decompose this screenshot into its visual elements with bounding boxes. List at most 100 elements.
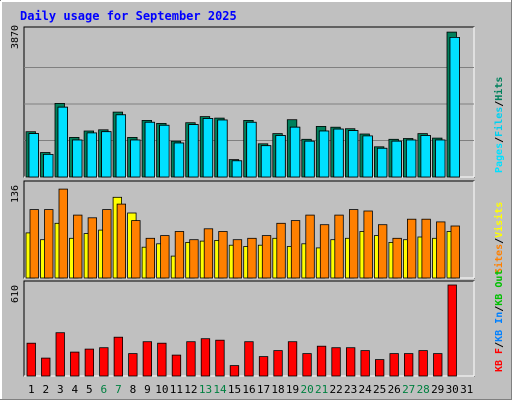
bar-sites-day-29 xyxy=(436,221,446,279)
bar-sites-day-7 xyxy=(116,203,126,279)
bar-pages-day-15 xyxy=(231,160,243,178)
bar-pages-day-21 xyxy=(318,130,330,178)
x-tick-label-day-19: 19 xyxy=(286,383,299,396)
chart-panels: 3870Pages/Files/Hits136Sites/Visits610KB… xyxy=(10,25,505,377)
bar-sites-day-1 xyxy=(29,209,39,279)
x-tick-label-day-16: 16 xyxy=(242,383,255,396)
x-tick-label-day-20: 20 xyxy=(300,383,313,396)
x-tick-label-day-9: 9 xyxy=(144,383,151,396)
bar-pages-day-25 xyxy=(376,147,388,178)
bar-sites-day-6 xyxy=(102,209,112,279)
x-tick-label-day-24: 24 xyxy=(358,383,372,396)
x-tick-label-day-2: 2 xyxy=(42,383,49,396)
bar-sites-day-12 xyxy=(189,239,199,279)
bar-sites-day-19 xyxy=(290,220,301,279)
bar-kb-f-day-18 xyxy=(273,350,283,377)
panel-kbytes: 610 KB F/KB In/KB Out xyxy=(10,270,505,377)
legend-entry: Sites xyxy=(493,244,505,274)
bar-sites-day-17 xyxy=(261,235,272,279)
bar-kb-f-day-20 xyxy=(302,353,312,377)
bar-sites-day-22 xyxy=(334,214,344,279)
bar-pages-day-24 xyxy=(362,135,373,178)
bar-kb-f-day-9 xyxy=(142,341,153,377)
bar-sites-day-25 xyxy=(377,224,388,279)
bar-sites-day-4 xyxy=(73,214,83,279)
bar-pages-day-30 xyxy=(449,37,460,178)
bar-kb-f-day-2 xyxy=(41,357,51,377)
bar-sites-day-23 xyxy=(348,209,359,279)
bar-pages-day-6 xyxy=(101,131,112,178)
legend-entry: KB Out xyxy=(494,270,505,306)
x-tick-label-day-3: 3 xyxy=(57,383,64,396)
bar-kb-f-day-1 xyxy=(26,342,36,377)
legend-entry: Hits xyxy=(493,77,505,101)
bar-kb-f-day-4 xyxy=(70,351,80,377)
bar-sites-day-3 xyxy=(58,188,68,279)
chart-title: Daily usage for September 2025 xyxy=(20,9,237,23)
bar-pages-day-22 xyxy=(333,128,344,178)
y-max-label: 3870 xyxy=(10,25,21,49)
panel-hits-files-pages: 3870 Pages/Files/Hits xyxy=(10,25,505,178)
bar-kb-f-day-3 xyxy=(55,332,65,377)
bar-kb-f-day-17 xyxy=(258,356,269,377)
bar-sites-day-9 xyxy=(145,237,156,279)
bar-pages-day-3 xyxy=(57,106,68,178)
bar-kb-f-day-12 xyxy=(186,341,196,377)
x-tick-label-day-12: 12 xyxy=(184,383,197,396)
bar-pages-day-29 xyxy=(435,139,446,178)
bar-pages-day-16 xyxy=(246,121,257,178)
bar-pages-day-26 xyxy=(391,140,402,178)
bar-sites-day-24 xyxy=(363,210,373,279)
x-tick-label-day-14: 14 xyxy=(213,383,227,396)
x-tick-label-day-17: 17 xyxy=(257,383,270,396)
legend-entry: Visits xyxy=(493,202,505,238)
legend-sites-visits: Sites/Visits xyxy=(493,202,505,274)
legend-entry: / xyxy=(494,342,505,348)
x-tick-label-day-8: 8 xyxy=(130,383,137,396)
bar-sites-day-27 xyxy=(406,218,417,279)
bar-sites-day-2 xyxy=(44,209,54,279)
bar-kb-f-day-21 xyxy=(316,345,327,377)
y-max-label: 610 xyxy=(10,285,21,303)
legend-kbytes: KB F/KB In/KB Out xyxy=(494,270,505,372)
bar-pages-day-5 xyxy=(86,132,97,178)
bar-sites-day-20 xyxy=(305,214,315,279)
bar-kb-f-day-29 xyxy=(433,353,443,377)
bar-pages-day-4 xyxy=(72,139,83,178)
bar-kb-f-day-26 xyxy=(389,353,399,377)
bar-sites-day-14 xyxy=(218,231,228,279)
x-tick-label-day-29: 29 xyxy=(431,383,444,396)
bar-kb-f-day-19 xyxy=(287,341,298,377)
x-tick-label-day-21: 21 xyxy=(315,383,328,396)
bar-kb-f-day-6 xyxy=(99,347,109,377)
bar-sites-day-21 xyxy=(319,224,330,279)
x-tick-label-day-28: 28 xyxy=(417,383,430,396)
bar-kb-f-day-28 xyxy=(418,350,428,377)
legend-entry: Files xyxy=(493,107,505,137)
bar-kb-f-day-7 xyxy=(113,336,123,377)
bar-sites-day-18 xyxy=(276,222,286,279)
legend-entry: / xyxy=(494,238,505,244)
x-tick-label-day-18: 18 xyxy=(271,383,284,396)
bar-sites-day-13 xyxy=(203,228,214,279)
bar-sites-day-16 xyxy=(247,237,257,279)
bar-kb-f-day-30 xyxy=(447,284,457,377)
bar-pages-day-18 xyxy=(275,135,286,178)
bar-pages-day-12 xyxy=(188,124,199,178)
bar-pages-day-11 xyxy=(173,142,185,178)
bar-pages-day-27 xyxy=(405,139,417,178)
bar-kb-f-day-16 xyxy=(244,341,254,377)
x-tick-label-day-13: 13 xyxy=(199,383,212,396)
bar-sites-day-5 xyxy=(87,217,97,279)
x-tick-label-day-1: 1 xyxy=(28,383,35,396)
bar-kb-f-day-27 xyxy=(403,353,414,377)
legend-hits-files-pages: Pages/Files/Hits xyxy=(493,77,505,173)
bar-pages-day-14 xyxy=(217,119,228,178)
x-tick-label-day-4: 4 xyxy=(71,383,78,396)
y-max-label: 136 xyxy=(10,185,21,203)
legend-entry: KB In xyxy=(494,312,505,342)
legend-entry: / xyxy=(494,306,505,312)
panel-sites-visits: 136 Sites/Visits xyxy=(10,180,505,279)
bar-pages-day-19 xyxy=(289,126,301,178)
